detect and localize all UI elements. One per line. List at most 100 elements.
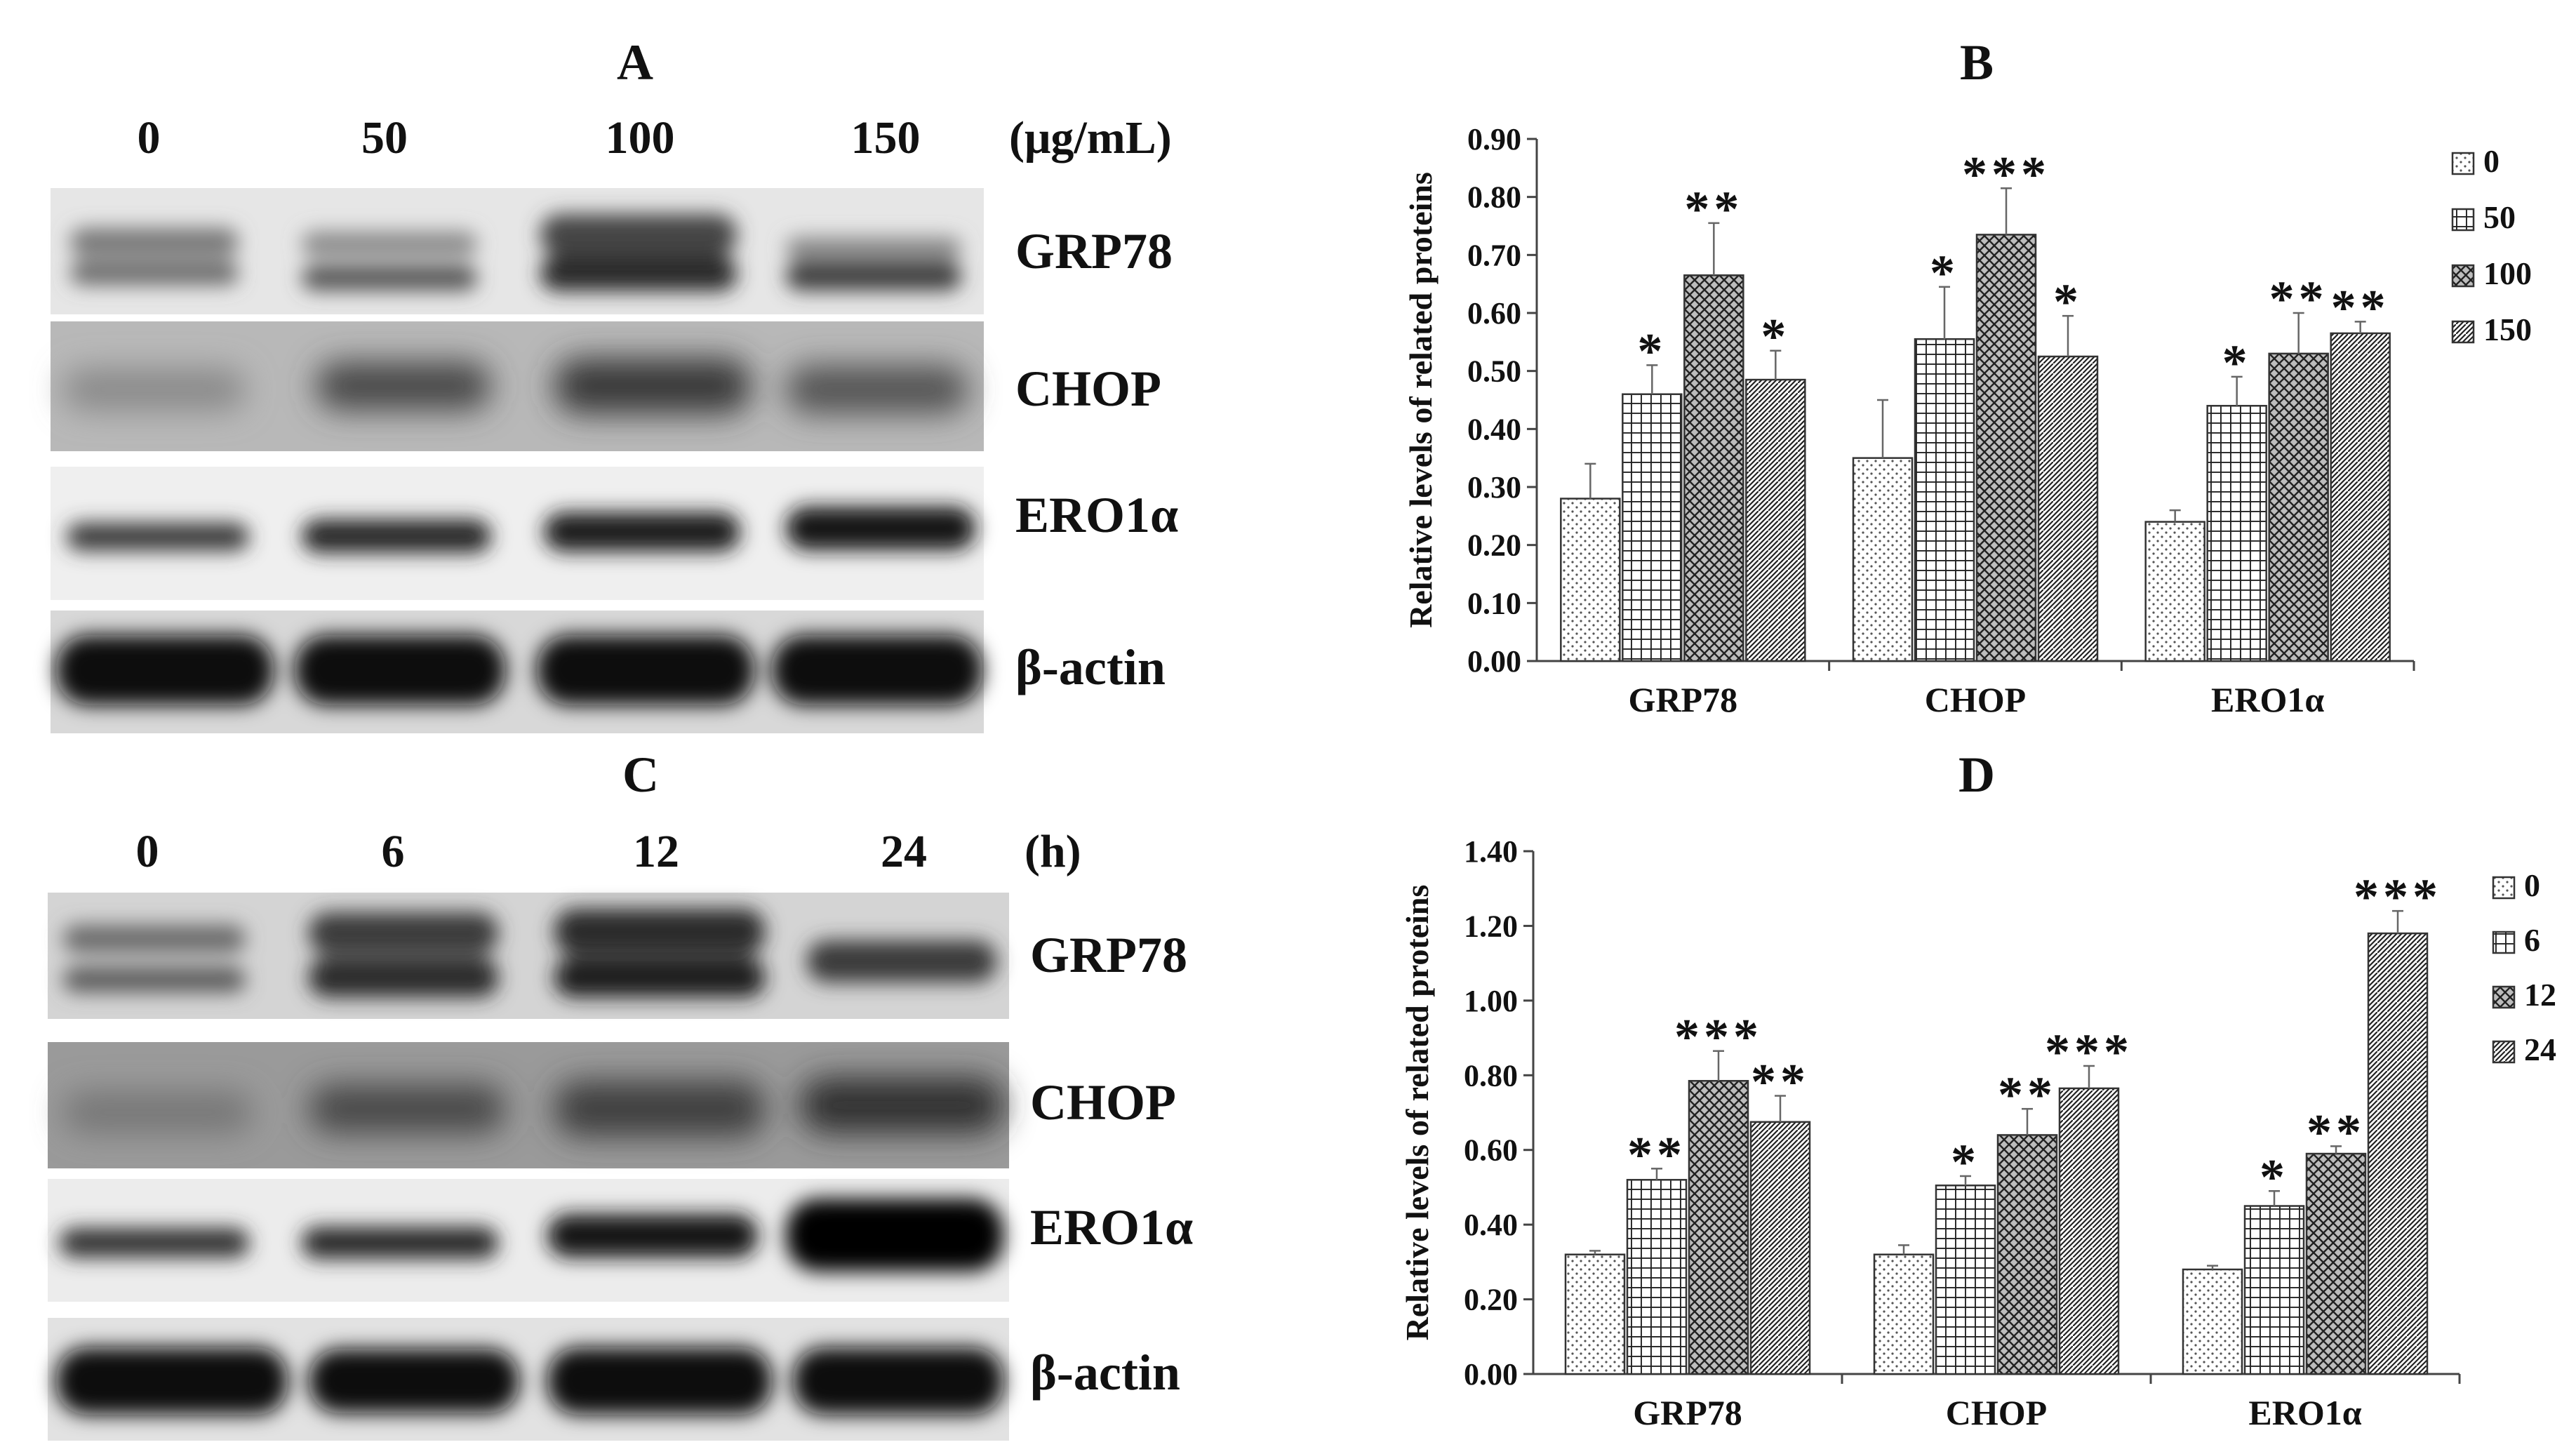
chart-b-y-tick-label: 0.00	[1467, 644, 1521, 679]
chart-d-significance-label: ***	[2354, 869, 2442, 925]
chart-b-legend-label: 50	[2483, 199, 2516, 235]
chart-b-y-tick-label: 0.90	[1467, 122, 1521, 156]
chart-b-bar	[2268, 352, 2329, 662]
chart-d-y-tick-label: 0.20	[1464, 1283, 1518, 1317]
chart-b-significance-label: **	[1684, 181, 1743, 237]
chart-d-bar	[1996, 1134, 2058, 1375]
chart-b-significance-label: *	[1930, 245, 1959, 301]
panel-a-unit-label: (μg/mL)	[1009, 112, 1172, 164]
chart-d-bar	[2305, 1152, 2367, 1375]
panel-c-letter: C	[622, 747, 659, 803]
chart-d-y-tick-label: 1.20	[1464, 909, 1518, 943]
chart-b-bar	[2206, 405, 2267, 662]
panel-c-blot-ero1a	[48, 1179, 1009, 1302]
panel-c-protein-grp78: GRP78	[1030, 927, 1187, 983]
chart-d: 0.00 0.20 0.40 0.60 0.80 1.00 1.20 1.40 Relative…	[1399, 834, 2556, 1432]
panel-a-blot-chop	[51, 321, 984, 451]
chart-d-significance-label: **	[1998, 1067, 2057, 1123]
chart-d-legend-label: 12	[2524, 977, 2556, 1013]
chart-b: 0.00 0.10 0.20 0.30 0.40 0.50 0.60 0.70 0.80 0.90…	[1403, 122, 2532, 719]
chart-b-y-tick-label: 0.50	[1467, 354, 1521, 389]
chart-b-bar	[1622, 393, 1683, 662]
chart-d-significance-label: *	[1951, 1134, 1980, 1190]
chart-d-y-tick-label: 1.40	[1464, 834, 1518, 869]
chart-b-legend-swatch	[2451, 264, 2475, 288]
panel-c-blot-grp78	[48, 893, 1009, 1019]
chart-d-legend-swatch	[2492, 1040, 2516, 1064]
chart-b-y-axis-label: Relative levels of related proteins	[1403, 172, 1439, 628]
chart-d-legend-label: 0	[2524, 867, 2540, 903]
chart-b-bar	[2144, 521, 2205, 662]
chart-b-significance-label: *	[1637, 323, 1667, 379]
chart-b-legend-swatch	[2451, 152, 2475, 175]
chart-d-y-tick-label: 0.40	[1464, 1208, 1518, 1242]
chart-b-legend-swatch	[2451, 208, 2475, 232]
chart-d-significance-label: **	[2307, 1104, 2365, 1160]
panel-d-letter: D	[1958, 747, 1995, 803]
panel-c-protein-ero1a: ERO1α	[1030, 1199, 1193, 1255]
chart-b-significance-label: **	[2269, 271, 2328, 327]
chart-b-category-label: CHOP	[1925, 680, 2026, 719]
chart-d-bar	[1873, 1253, 1935, 1375]
chart-d-y-tick-label: 0.80	[1464, 1058, 1518, 1093]
chart-b-significance-label: *	[2053, 274, 2083, 330]
panel-b-letter: B	[1960, 34, 1994, 91]
chart-b-bar	[1975, 234, 2037, 662]
panel-c-lane-label-1: 0	[136, 826, 159, 877]
chart-b-legend-label: 150	[2483, 312, 2532, 347]
chart-d-legend-label: 6	[2524, 922, 2540, 958]
chart-b-significance-label: ***	[1962, 146, 2050, 202]
panel-c-lane-label-2: 6	[382, 826, 405, 877]
chart-b-y-tick-label: 0.20	[1467, 528, 1521, 563]
chart-b-bar	[1745, 378, 1806, 662]
chart-b-y-tick-label: 0.30	[1467, 470, 1521, 505]
chart-d-legend-label: 24	[2524, 1032, 2556, 1067]
chart-b-legend-swatch	[2451, 320, 2475, 344]
panel-a-lane-label-1: 0	[138, 112, 161, 164]
chart-b-significance-label: *	[2222, 335, 2252, 391]
chart-d-bar	[2058, 1087, 2120, 1375]
chart-b-y-tick-label: 0.70	[1467, 238, 1521, 272]
chart-d-bar	[1935, 1185, 1996, 1375]
panel-a-blot-grp78	[51, 188, 984, 314]
chart-d-category-label: ERO1α	[2248, 1393, 2361, 1432]
chart-b-significance-label: **	[2331, 279, 2390, 335]
panel-a-blot-ero1a	[51, 467, 984, 600]
chart-d-significance-label: **	[1627, 1126, 1686, 1182]
chart-b-legend-label: 0	[2483, 143, 2500, 179]
panel-c-protein-beta-actin: β-actin	[1030, 1345, 1180, 1401]
chart-d-significance-label: *	[2260, 1149, 2289, 1205]
chart-b-bar	[2330, 332, 2391, 662]
chart-b-y-tick-label: 0.40	[1467, 412, 1521, 446]
panel-a-lane-label-2: 50	[361, 112, 408, 164]
panel-a-letter: A	[617, 34, 653, 91]
chart-b-bar	[1560, 498, 1621, 662]
chart-b-bar	[1683, 274, 1744, 662]
chart-d-significance-label: ***	[2045, 1024, 2133, 1080]
chart-d-significance-label: ***	[1674, 1009, 1763, 1065]
chart-b-bar	[2037, 355, 2099, 662]
chart-b-significance-label: *	[1761, 309, 1790, 365]
chart-b-bar	[1852, 457, 1914, 662]
panel-c-protein-chop: CHOP	[1030, 1074, 1176, 1130]
panel-a-protein-beta-actin: β-actin	[1015, 639, 1166, 695]
panel-c-blot-beta-actin	[48, 1318, 1009, 1441]
chart-b-y-tick-label: 0.60	[1467, 296, 1521, 331]
chart-b-bar	[1914, 338, 1975, 662]
chart-d-bar	[1749, 1121, 1811, 1375]
chart-d-y-tick-label: 1.00	[1464, 984, 1518, 1018]
panel-a: A 0 50 100 150 (μg/mL)	[51, 34, 1178, 733]
chart-d-bar	[2243, 1205, 2305, 1375]
chart-b-category-label: GRP78	[1629, 680, 1738, 719]
panel-a-lane-label-4: 150	[851, 112, 921, 164]
chart-d-category-label: GRP78	[1633, 1393, 1742, 1432]
panel-c-unit-label: (h)	[1025, 826, 1081, 877]
chart-d-legend-swatch	[2492, 931, 2516, 954]
chart-d-bar	[1564, 1253, 1626, 1375]
panel-c-lane-label-3: 12	[633, 826, 679, 877]
chart-b-category-label: ERO1α	[2211, 680, 2324, 719]
panel-a-blot-beta-actin	[51, 611, 984, 733]
chart-b-legend-label: 100	[2483, 255, 2532, 291]
chart-d-bar	[1688, 1080, 1749, 1375]
chart-b-y-tick-label: 0.10	[1467, 586, 1521, 620]
